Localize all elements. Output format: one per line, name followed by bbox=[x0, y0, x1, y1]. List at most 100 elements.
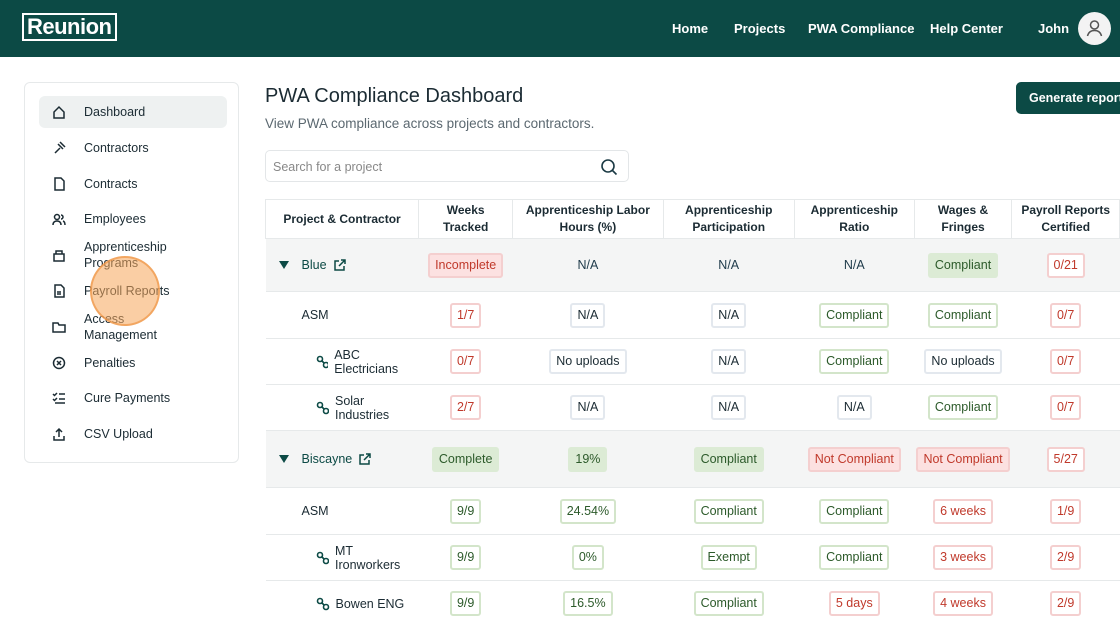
status-cell: 2/9 bbox=[1011, 534, 1120, 581]
status-cell: 4 weeks bbox=[914, 580, 1012, 626]
user-name[interactable]: John bbox=[1038, 21, 1070, 36]
sidebar-label: Contractors bbox=[84, 140, 149, 155]
status-cell: 1/9 bbox=[1011, 487, 1120, 535]
status-cell: N/A bbox=[512, 238, 664, 292]
column-header: Apprenticeship Ratio bbox=[793, 199, 915, 239]
name: Solar Industries bbox=[266, 394, 419, 422]
status-cell: Not Compliant bbox=[794, 430, 915, 488]
icon bbox=[53, 105, 65, 119]
status-cell: 6 weeks bbox=[914, 487, 1012, 535]
status-badge: No uploads bbox=[549, 349, 627, 374]
status-badge: Compliant bbox=[693, 498, 764, 524]
contractor-row: ABC Electricians 0/7 No uploads N/A Complian… bbox=[265, 338, 1120, 385]
nav-link[interactable]: Help Center bbox=[930, 21, 1003, 36]
search-icon bbox=[601, 159, 618, 176]
name-cell: Bowen ENG bbox=[265, 580, 419, 626]
name-cell: Biscayne bbox=[265, 430, 419, 488]
header-row: Project & Contractor Weeks Tracked Apprent… bbox=[264, 199, 1120, 239]
status-badge: 0/21 bbox=[1046, 252, 1085, 278]
row-name[interactable]: Blue bbox=[301, 258, 327, 272]
page-title: PWA Compliance Dashboard bbox=[265, 85, 524, 107]
status-badge: 2/9 bbox=[1049, 591, 1082, 616]
status-badge: No uploads bbox=[924, 349, 1002, 374]
name-cell: ASM bbox=[265, 291, 419, 339]
status-badge: 16.5% bbox=[563, 591, 613, 616]
name: ABC Electricians bbox=[266, 348, 419, 376]
sidebar-item[interactable]: Contracts bbox=[39, 168, 227, 200]
sidebar-item[interactable]: Contractors bbox=[39, 132, 227, 164]
status-badge: 1/7 bbox=[449, 302, 482, 328]
status-cell: Complete bbox=[418, 430, 513, 488]
contractor-row: MT Ironworkers 9/9 0% Exempt Compliant 3 week… bbox=[265, 534, 1120, 581]
status-cell: Exempt bbox=[663, 534, 795, 581]
status-badge: N/A bbox=[577, 257, 599, 272]
status-cell: Compliant bbox=[794, 291, 915, 339]
icon bbox=[333, 259, 346, 271]
status-badge: Complete bbox=[431, 446, 500, 472]
top-bar: Reunion Home Projects PWA Compliance Hel… bbox=[0, 0, 1120, 57]
sidebar-label: CSV Upload bbox=[84, 427, 153, 442]
status-cell: 0/7 bbox=[418, 338, 513, 385]
nav-link[interactable]: Projects bbox=[734, 21, 786, 36]
status-badge: Compliant bbox=[819, 349, 890, 374]
column-header: Weeks Tracked bbox=[418, 199, 514, 239]
sidebar-item[interactable]: Penalties bbox=[39, 347, 227, 379]
status-badge: N/A bbox=[570, 302, 606, 328]
name: ASM bbox=[266, 504, 419, 518]
row-name: Bowen ENG bbox=[335, 596, 405, 611]
icon bbox=[52, 356, 66, 369]
row-name: ABC Electricians bbox=[334, 347, 399, 376]
status-badge: N/A bbox=[570, 395, 606, 420]
sidebar-item[interactable]: Employees bbox=[39, 203, 227, 235]
name-cell: Blue bbox=[265, 238, 419, 292]
column-header: Wages & Fringes bbox=[913, 199, 1013, 239]
avatar-icon bbox=[1086, 20, 1103, 37]
column-header: Payroll Reports Certified bbox=[1011, 199, 1120, 239]
status-cell: 3 weeks bbox=[914, 534, 1012, 581]
status-badge: N/A bbox=[718, 257, 740, 272]
search-box[interactable]: Search for a project bbox=[265, 150, 629, 182]
status-cell: Compliant bbox=[663, 580, 795, 626]
column-header: Apprenticeship Participation bbox=[662, 199, 795, 239]
row-name: MT Ironworkers bbox=[335, 543, 401, 572]
status-cell: 9/9 bbox=[418, 534, 513, 581]
status-badge: Exempt bbox=[700, 545, 757, 570]
logo[interactable]: Reunion bbox=[22, 13, 117, 41]
contractor-row: Solar Industries 2/7 N/A N/A N/A Compliant 0/7 bbox=[265, 384, 1120, 431]
sidebar-label: Penalties bbox=[84, 355, 136, 370]
sidebar-item[interactable]: Dashboard bbox=[39, 96, 227, 128]
icon bbox=[54, 284, 65, 298]
status-badge: 24.54% bbox=[559, 498, 617, 524]
compliance-table: Project & Contractor Weeks Tracked Apprent… bbox=[264, 199, 1120, 626]
page-subtitle: View PWA compliance across projects and … bbox=[265, 116, 595, 131]
icon bbox=[54, 176, 65, 191]
status-badge: 0% bbox=[571, 545, 604, 570]
status-cell: N/A bbox=[663, 338, 795, 385]
column-header: Project & Contractor bbox=[264, 199, 420, 239]
sidebar-item[interactable]: CSV Upload bbox=[39, 418, 227, 450]
status-badge: 2/9 bbox=[1049, 545, 1082, 570]
status-badge: 3 weeks bbox=[933, 545, 993, 570]
avatar[interactable] bbox=[1078, 12, 1111, 45]
icon bbox=[316, 551, 329, 564]
status-badge: N/A bbox=[843, 257, 865, 272]
status-badge: 9/9 bbox=[449, 591, 482, 616]
status-cell: No uploads bbox=[512, 338, 664, 385]
nav-link[interactable]: PWA Compliance bbox=[808, 21, 915, 36]
status-badge: 4 weeks bbox=[933, 591, 993, 616]
status-badge: N/A bbox=[836, 395, 872, 420]
status-cell: 9/9 bbox=[418, 487, 513, 535]
status-badge: N/A bbox=[711, 302, 747, 328]
status-badge: 1/9 bbox=[1049, 498, 1082, 524]
generate-report-button[interactable]: Generate report bbox=[1016, 82, 1120, 114]
row-name[interactable]: Biscayne bbox=[301, 452, 353, 466]
row-name: ASM bbox=[301, 308, 329, 322]
name: Biscayne bbox=[266, 452, 419, 466]
status-cell: 16.5% bbox=[512, 580, 664, 626]
status-cell: 9/9 bbox=[418, 580, 513, 626]
sidebar-item[interactable]: Cure Payments bbox=[39, 382, 227, 414]
name: MT Ironworkers bbox=[266, 544, 419, 572]
nav-link[interactable]: Home bbox=[672, 21, 709, 36]
status-badge: Not Compliant bbox=[916, 446, 1010, 472]
